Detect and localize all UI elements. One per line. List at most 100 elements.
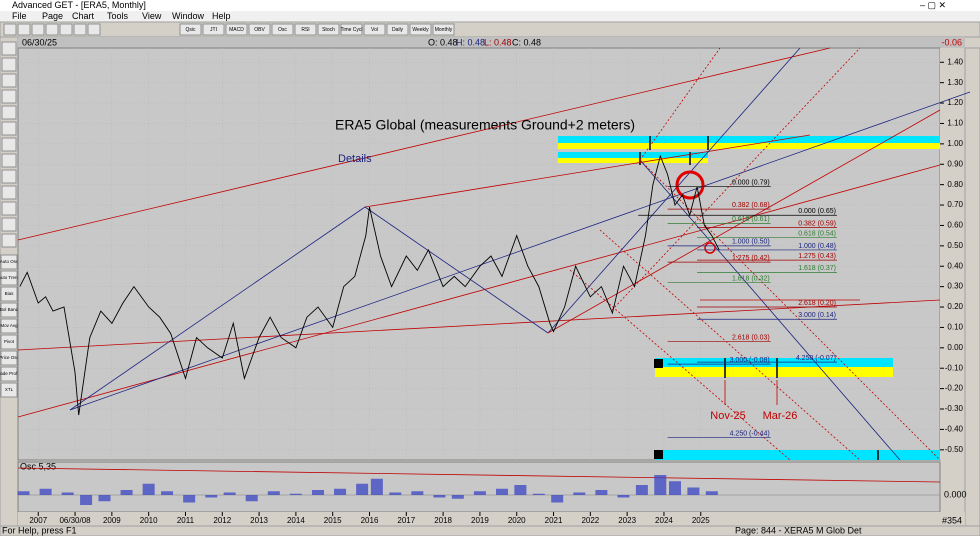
toolbar-button[interactable] bbox=[340, 23, 363, 36]
band bbox=[655, 367, 893, 377]
band bbox=[558, 152, 708, 158]
header-high: H: 0.48 bbox=[456, 37, 485, 47]
side-button[interactable] bbox=[0, 382, 18, 398]
side-button[interactable] bbox=[0, 286, 18, 302]
side-icon[interactable] bbox=[1, 89, 17, 104]
side-button[interactable] bbox=[0, 334, 18, 350]
side-button[interactable] bbox=[0, 270, 18, 286]
toolbar-button[interactable] bbox=[202, 23, 225, 36]
osc-bar bbox=[142, 483, 155, 495]
highlight-circle bbox=[704, 242, 716, 254]
x-tick-label: 2021 bbox=[545, 516, 563, 525]
toolbar-button[interactable] bbox=[386, 23, 409, 36]
side-label: Bol Band bbox=[0, 307, 19, 312]
osc-bar bbox=[183, 495, 196, 503]
fib-label: 3.000 (-0.08) bbox=[730, 357, 770, 364]
osc-bar bbox=[654, 475, 667, 495]
y-tick-label: -0.50 bbox=[945, 445, 964, 454]
side-button[interactable] bbox=[0, 302, 18, 318]
toolbar bbox=[0, 21, 980, 38]
plot-area bbox=[17, 47, 941, 461]
marker bbox=[654, 359, 663, 368]
toolbar-button[interactable] bbox=[432, 23, 455, 36]
osc-bar bbox=[120, 490, 133, 495]
side-icon[interactable] bbox=[1, 57, 17, 72]
side-button[interactable] bbox=[0, 350, 18, 366]
side-icon[interactable] bbox=[1, 185, 17, 200]
side-icon[interactable] bbox=[1, 169, 17, 184]
x-tick-label: 2017 bbox=[397, 516, 415, 525]
details-link[interactable]: Details bbox=[338, 153, 372, 165]
side-icon[interactable] bbox=[1, 41, 17, 56]
menu-item[interactable]: View bbox=[142, 11, 162, 21]
side-icon[interactable] bbox=[1, 137, 17, 152]
trendline bbox=[69, 91, 971, 411]
toolbar-button[interactable] bbox=[225, 23, 248, 36]
menu-item[interactable]: Tools bbox=[107, 11, 129, 21]
side-label: Trade Profile bbox=[0, 371, 22, 376]
side-button[interactable] bbox=[0, 254, 18, 270]
x-tick-label: 2012 bbox=[213, 516, 231, 525]
toolbar-button[interactable] bbox=[294, 23, 317, 36]
toolbar-label: Vol bbox=[371, 27, 378, 33]
side-icon[interactable] bbox=[1, 153, 17, 168]
side-icon[interactable] bbox=[1, 105, 17, 120]
side-icon[interactable] bbox=[1, 121, 17, 136]
x-tick-label: 2011 bbox=[177, 516, 195, 525]
side-button[interactable] bbox=[0, 366, 18, 382]
x-tick-label: 2015 bbox=[324, 516, 342, 525]
toolbar-button[interactable] bbox=[317, 23, 340, 36]
x-tick-label: 2023 bbox=[618, 516, 636, 525]
osc-bar bbox=[705, 491, 718, 495]
osc-bar bbox=[514, 485, 527, 495]
menu-item[interactable]: Help bbox=[212, 11, 231, 21]
x-tick-label: 2007 bbox=[29, 516, 47, 525]
side-button[interactable] bbox=[0, 318, 18, 334]
x-tick-label: 2020 bbox=[508, 516, 526, 525]
menu-item[interactable]: Window bbox=[172, 11, 205, 21]
toolbar-icon[interactable] bbox=[73, 23, 87, 36]
fib-label: 1.000 (0.50) bbox=[732, 239, 770, 246]
fib-label: 0.000 (0.65) bbox=[798, 208, 836, 215]
menu-item[interactable]: File bbox=[12, 11, 27, 21]
toolbar-button[interactable] bbox=[409, 23, 432, 36]
side-icon[interactable] bbox=[1, 201, 17, 216]
menu-item[interactable]: Page bbox=[42, 11, 63, 21]
fib-label: 0.618 (0.54) bbox=[798, 231, 836, 238]
window-controls[interactable]: – ▢ ✕ bbox=[920, 0, 946, 10]
y-tick-label: 0.60 bbox=[947, 221, 963, 230]
toolbar-label: Daily bbox=[392, 27, 404, 33]
osc-bar bbox=[267, 491, 280, 495]
osc-bar bbox=[687, 487, 700, 495]
toolbar-icon[interactable] bbox=[31, 23, 45, 36]
y-tick-label: 0.70 bbox=[947, 200, 963, 209]
trendline bbox=[569, 269, 791, 461]
y-tick-label: 1.10 bbox=[947, 119, 963, 128]
header-date: 06/30/25 bbox=[22, 37, 57, 47]
osc-bar bbox=[617, 495, 630, 498]
osc-bar bbox=[289, 493, 302, 495]
side-icon[interactable] bbox=[1, 217, 17, 232]
y-tick-label: 0.10 bbox=[947, 323, 963, 332]
toolbar-button[interactable] bbox=[363, 23, 386, 36]
toolbar-icon[interactable] bbox=[45, 23, 59, 36]
toolbar-icon[interactable] bbox=[17, 23, 31, 36]
osc-bar bbox=[223, 492, 236, 495]
toolbar-button[interactable] bbox=[248, 23, 271, 36]
highlight-circle bbox=[675, 170, 705, 200]
side-icon[interactable] bbox=[1, 73, 17, 88]
toolbar-icon[interactable] bbox=[3, 23, 17, 36]
x-tick-label: 2022 bbox=[581, 516, 599, 525]
osc-bar bbox=[61, 492, 74, 495]
toolbar-button[interactable] bbox=[179, 23, 202, 36]
band bbox=[558, 158, 708, 163]
toolbar-label: RSI bbox=[301, 27, 309, 33]
osc-bar bbox=[668, 481, 681, 495]
header-low: L: 0.48 bbox=[484, 37, 512, 47]
side-icon[interactable] bbox=[1, 233, 17, 248]
menu-item[interactable]: Chart bbox=[72, 11, 95, 21]
y-tick-label: -0.30 bbox=[945, 404, 964, 413]
toolbar-icon[interactable] bbox=[59, 23, 73, 36]
toolbar-button[interactable] bbox=[271, 23, 294, 36]
toolbar-icon[interactable] bbox=[87, 23, 101, 36]
